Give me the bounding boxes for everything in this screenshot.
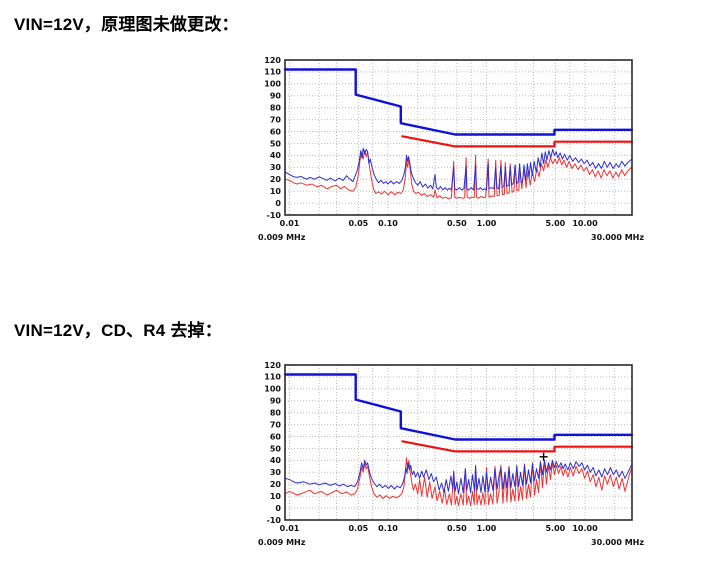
average-limit-line [401, 440, 634, 453]
y-axis-tick-label: 10 [270, 492, 282, 501]
y-axis-tick-label: 60 [270, 432, 282, 441]
section-title-cd-r4-removed: VIN=12V，CD、R4 去掉： [14, 321, 222, 340]
y-axis-tick-label: 90 [270, 397, 282, 406]
x-axis-tick-label: 0.10 [378, 219, 398, 228]
plot-border [284, 364, 633, 521]
y-axis-tick-label: 70 [270, 115, 282, 124]
x-axis-tick-label: 5.00 [545, 524, 565, 533]
y-axis-tick-label: -10 [267, 211, 282, 220]
quasi-peak-limit-line [283, 373, 634, 441]
marker-cross-icon [539, 452, 548, 461]
measurement-blue-line [284, 459, 633, 495]
x-axis-tick-label: 0.50 [447, 219, 467, 228]
quasi-peak-limit-line [283, 68, 634, 136]
y-axis-tick-label: 10 [270, 187, 282, 196]
y-axis-tick-label: 110 [264, 373, 281, 382]
x-axis-end-label: 30.000 MHz [591, 233, 644, 242]
y-axis-tick-label: 80 [270, 408, 282, 417]
section-title-unchanged-schematic: VIN=12V，原理图未做更改： [14, 15, 239, 34]
x-axis-tick-label: 0.50 [447, 524, 467, 533]
y-axis-tick-label: 20 [270, 480, 282, 489]
y-axis-tick-label: -10 [267, 516, 282, 525]
x-axis-end-label: 30.000 MHz [591, 538, 644, 547]
y-axis-tick-label: 120 [264, 361, 281, 370]
y-axis-tick-label: 60 [270, 127, 282, 136]
y-axis-tick-label: 0 [275, 504, 281, 513]
x-axis-tick-label: 0.01 [280, 219, 300, 228]
measurement-red-line [284, 457, 633, 507]
x-axis-tick-label: 5.00 [545, 219, 565, 228]
y-axis-tick-label: 110 [264, 68, 281, 77]
y-axis-tick-label: 30 [270, 468, 282, 477]
y-axis-tick-label: 120 [264, 56, 281, 65]
y-axis-tick-label: 40 [270, 151, 282, 160]
x-axis-tick-label: 10.00 [572, 524, 598, 533]
y-axis-tick-label: 30 [270, 163, 282, 172]
y-axis-tick-label: 100 [264, 385, 281, 394]
plot-border [284, 59, 633, 216]
measurement-blue-line [284, 147, 633, 191]
y-axis-tick-label: 0 [275, 199, 281, 208]
x-axis-tick-label: 0.10 [378, 524, 398, 533]
y-axis-tick-label: 80 [270, 103, 282, 112]
x-axis-start-label: 0.009 MHz [258, 233, 306, 242]
x-axis-tick-label: 0.05 [348, 524, 368, 533]
x-axis-tick-label: 10.00 [572, 219, 598, 228]
x-axis-tick-label: 1.00 [477, 219, 497, 228]
y-axis-tick-label: 100 [264, 80, 281, 89]
x-axis-tick-label: 0.05 [348, 219, 368, 228]
x-axis-tick-label: 0.01 [280, 524, 300, 533]
y-axis-tick-label: 50 [270, 444, 282, 453]
average-limit-line [401, 135, 634, 148]
x-axis-start-label: 0.009 MHz [258, 538, 306, 547]
y-axis-tick-label: 50 [270, 139, 282, 148]
x-axis-tick-label: 1.00 [477, 524, 497, 533]
y-axis-tick-label: 70 [270, 420, 282, 429]
y-axis-tick-label: 20 [270, 175, 282, 184]
y-axis-tick-label: 40 [270, 456, 282, 465]
y-axis-tick-label: 90 [270, 92, 282, 101]
